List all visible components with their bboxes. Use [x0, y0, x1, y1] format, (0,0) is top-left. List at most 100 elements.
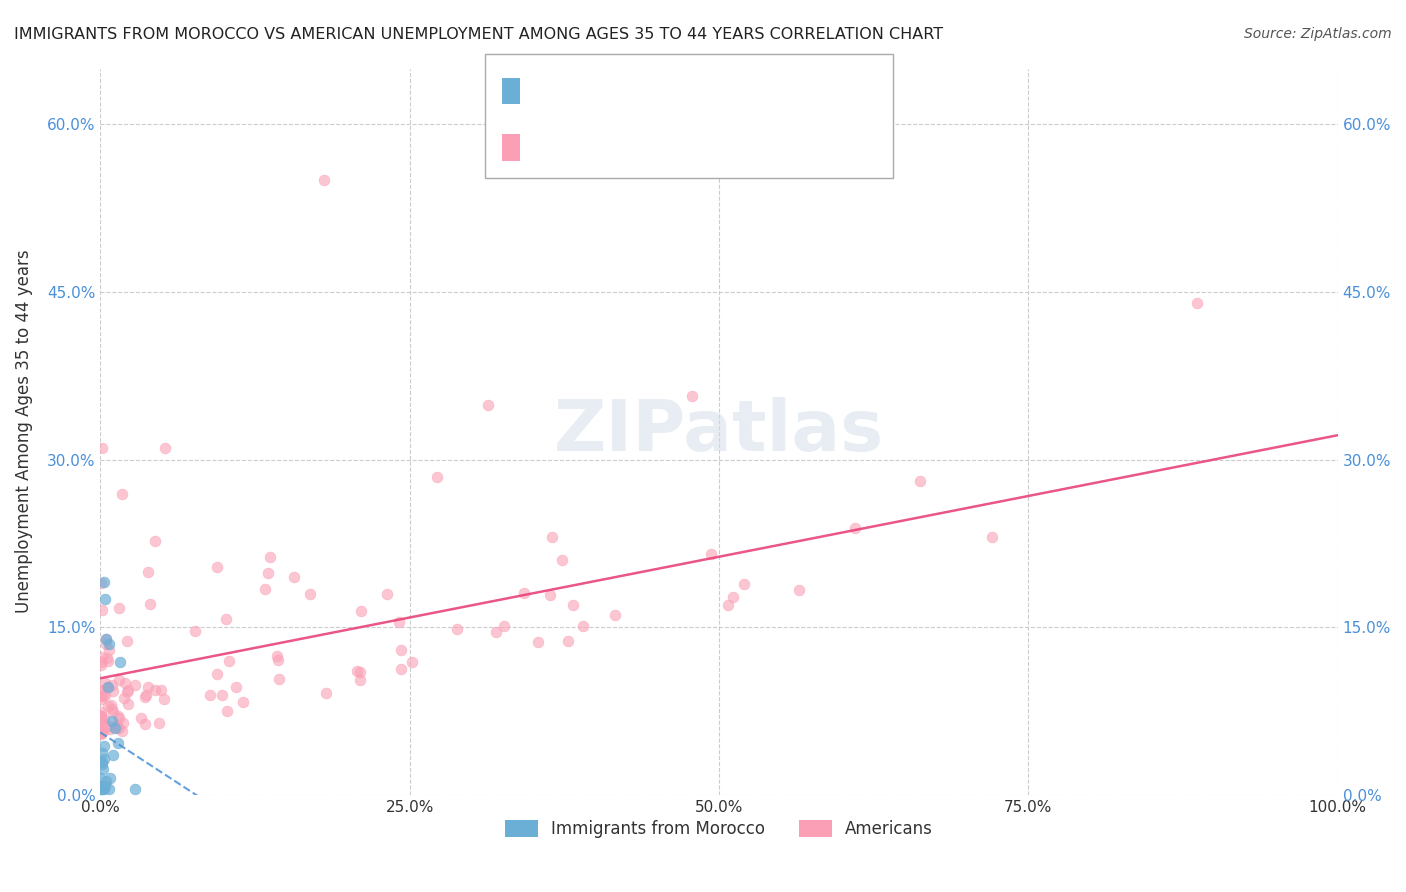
Point — [136, 566, 159, 580]
Point — [225, 680, 247, 694]
Point — [103, 706, 125, 720]
Point — [513, 586, 536, 600]
Point — [105, 718, 128, 732]
Point — [681, 389, 703, 403]
Point — [232, 696, 254, 710]
Point — [90, 658, 112, 673]
Point — [844, 521, 866, 535]
Point — [91, 723, 114, 738]
Point — [256, 566, 278, 581]
Point — [124, 782, 146, 797]
Point — [425, 470, 447, 484]
Point — [108, 673, 131, 688]
Point — [492, 619, 515, 633]
Point — [89, 772, 111, 786]
Point — [211, 688, 233, 702]
Point — [527, 635, 550, 649]
Point — [266, 649, 288, 664]
Point — [908, 474, 931, 488]
Point — [90, 720, 112, 734]
Text: 128: 128 — [717, 138, 752, 156]
Point — [557, 634, 579, 648]
Point — [389, 662, 412, 676]
Point — [93, 712, 115, 726]
Point — [733, 577, 755, 591]
Point — [105, 721, 128, 735]
Point — [117, 697, 139, 711]
Point — [93, 739, 115, 754]
Text: ZIPatlas: ZIPatlas — [554, 397, 884, 467]
Point — [91, 442, 114, 456]
Point — [135, 688, 157, 702]
Y-axis label: Unemployment Among Ages 35 to 44 years: Unemployment Among Ages 35 to 44 years — [15, 250, 32, 614]
Text: N=: N= — [668, 83, 699, 101]
Point — [90, 683, 112, 698]
Point — [117, 633, 139, 648]
Point — [114, 676, 136, 690]
Point — [283, 570, 305, 584]
Point — [90, 576, 112, 591]
Point — [477, 398, 499, 412]
Text: R =: R = — [524, 83, 561, 101]
Point — [107, 721, 129, 735]
Point — [388, 615, 411, 629]
Point — [94, 688, 117, 702]
Point — [117, 683, 139, 698]
Point — [129, 711, 152, 725]
Point — [91, 757, 114, 772]
Point — [90, 725, 112, 739]
Point — [550, 553, 572, 567]
Point — [98, 782, 121, 797]
Point — [267, 653, 290, 667]
Point — [377, 586, 399, 600]
Point — [446, 622, 468, 636]
Point — [143, 682, 166, 697]
Point — [90, 724, 112, 739]
Point — [100, 677, 122, 691]
Point — [90, 713, 112, 727]
Point — [103, 747, 125, 762]
Point — [346, 665, 368, 679]
Point — [94, 632, 117, 646]
Point — [538, 589, 561, 603]
Point — [93, 752, 115, 766]
Point — [98, 722, 121, 736]
Point — [980, 530, 1002, 544]
Point — [100, 698, 122, 713]
Point — [90, 708, 112, 723]
Point — [90, 713, 112, 727]
Text: 26: 26 — [717, 83, 740, 101]
Text: N=: N= — [668, 138, 699, 156]
Point — [96, 650, 118, 665]
Point — [215, 704, 238, 718]
Point — [259, 549, 281, 564]
Point — [108, 601, 131, 615]
Point — [111, 723, 134, 738]
Point — [150, 683, 173, 698]
Point — [205, 560, 228, 574]
Point — [90, 780, 112, 794]
Point — [111, 716, 134, 731]
Point — [136, 680, 159, 694]
Point — [90, 709, 112, 723]
Point — [267, 672, 290, 686]
Point — [101, 714, 124, 728]
Point — [90, 746, 112, 760]
Point — [184, 624, 207, 639]
Point — [90, 710, 112, 724]
Point — [299, 587, 322, 601]
Point — [218, 653, 240, 667]
Point — [401, 655, 423, 669]
Point — [91, 762, 114, 776]
Point — [94, 637, 117, 651]
Point — [94, 774, 117, 789]
Point — [97, 654, 120, 668]
Point — [571, 619, 593, 633]
Point — [145, 533, 167, 548]
Point — [700, 547, 723, 561]
Point — [90, 782, 112, 797]
Point — [97, 699, 120, 714]
Point — [153, 692, 176, 706]
Point — [349, 673, 371, 688]
Point — [107, 736, 129, 750]
